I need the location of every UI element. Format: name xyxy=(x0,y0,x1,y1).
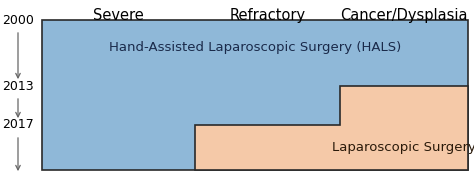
Polygon shape xyxy=(195,86,468,170)
Text: Laparoscopic Surgery: Laparoscopic Surgery xyxy=(332,141,474,154)
Text: 2017: 2017 xyxy=(2,118,34,132)
Text: Severe: Severe xyxy=(93,8,144,23)
Text: 2013: 2013 xyxy=(2,79,34,93)
Text: Hand-Assisted Laparoscopic Surgery (HALS): Hand-Assisted Laparoscopic Surgery (HALS… xyxy=(109,41,401,55)
Bar xyxy=(42,20,468,170)
Text: Cancer/Dysplasia: Cancer/Dysplasia xyxy=(340,8,468,23)
Text: Refractory: Refractory xyxy=(229,8,306,23)
Text: 2000: 2000 xyxy=(2,13,34,27)
